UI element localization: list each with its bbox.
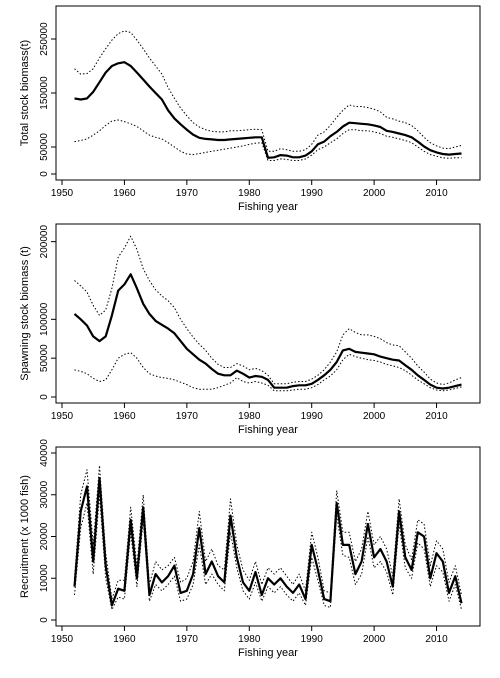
y-axis-label: Recruitment (x 1000 fish) <box>19 475 31 598</box>
x-tick-label: 1970 <box>176 411 199 422</box>
x-tick-label: 1960 <box>113 634 136 645</box>
x-axis-label: Fishing year <box>238 647 298 659</box>
x-tick-label: 2010 <box>425 634 448 645</box>
series-estimate-line <box>74 61 462 159</box>
x-tick-label: 1970 <box>176 634 199 645</box>
y-axis-label: Spawning stock biomass (t) <box>19 246 31 381</box>
x-tick-label: 2010 <box>425 411 448 422</box>
y-axis-label: Total stock biomass(t) <box>19 40 31 146</box>
series-lower-bound-line <box>74 352 462 392</box>
y-tick-label: 250000 <box>39 22 50 56</box>
plot-frame <box>55 223 481 404</box>
series-upper-bound-line <box>74 235 462 386</box>
series-estimate-line <box>73 273 462 390</box>
series-estimate-line <box>73 477 463 607</box>
series-lower-bound-line <box>74 119 462 161</box>
x-tick-label: 1960 <box>113 188 136 199</box>
y-tick-label: 100000 <box>39 302 50 336</box>
x-tick-label: 1960 <box>113 411 136 422</box>
y-tick-label: 40000 <box>39 439 50 467</box>
x-tick-label: 1950 <box>51 411 74 422</box>
plot-frame <box>55 5 481 181</box>
series-upper-bound-line <box>74 30 462 152</box>
y-tick-label: 10000 <box>39 564 50 592</box>
x-axis-label: Fishing year <box>238 201 298 213</box>
x-tick-label: 1980 <box>238 188 261 199</box>
x-tick-label: 2000 <box>363 411 386 422</box>
y-tick-label: 30000 <box>39 480 50 508</box>
series-lower-bound-line <box>74 494 462 611</box>
y-tick-label: 0 <box>39 394 50 400</box>
series-upper-bound-line <box>74 465 462 600</box>
y-tick-label: 200000 <box>39 225 50 259</box>
x-tick-label: 2010 <box>425 188 448 199</box>
y-tick-label: 0 <box>39 617 50 623</box>
x-tick-label: 2000 <box>363 188 386 199</box>
panel-3: 1950 1960 1970 1980 1990 2000 2010 0 10000 20000 3… <box>19 439 481 659</box>
y-tick-label: 50000 <box>39 133 50 161</box>
x-tick-label: 1990 <box>301 411 324 422</box>
x-axis-label: Fishing year <box>238 424 298 436</box>
x-tick-label: 1980 <box>238 411 261 422</box>
x-tick-label: 1980 <box>238 634 261 645</box>
x-tick-label: 1950 <box>51 188 74 199</box>
x-tick-label: 1950 <box>51 634 74 645</box>
y-tick-label: 50000 <box>39 344 50 372</box>
y-tick-label: 150000 <box>39 76 50 110</box>
y-tick-label: 20000 <box>39 522 50 550</box>
x-tick-label: 1990 <box>301 634 324 645</box>
x-tick-label: 2000 <box>363 634 386 645</box>
panel-2: 1950 1960 1970 1980 1990 2000 2010 0 50000 100000… <box>19 223 481 436</box>
panel-1: 1950 1960 1970 1980 1990 2000 2010 0 50000 150000… <box>19 5 481 213</box>
y-tick-label: 0 <box>39 171 50 177</box>
x-tick-label: 1970 <box>176 188 199 199</box>
x-tick-label: 1990 <box>301 188 324 199</box>
